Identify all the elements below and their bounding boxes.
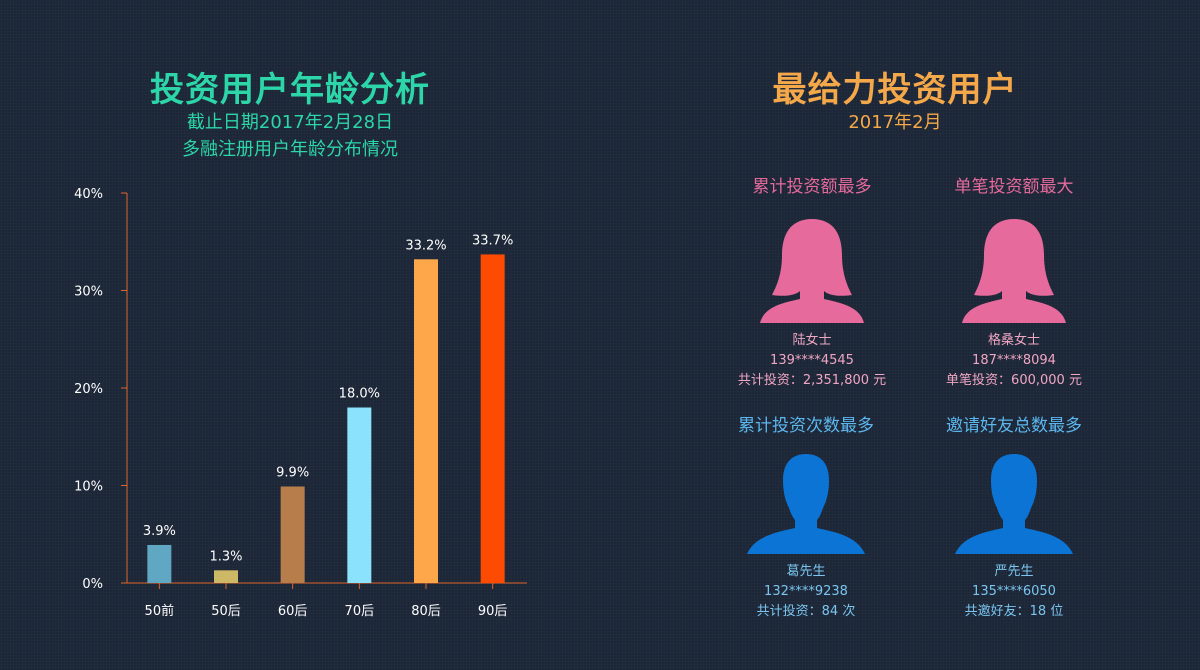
bar-value-label: 18.0% xyxy=(339,387,380,402)
male-user-icon xyxy=(747,454,865,554)
bar-value-label: 9.9% xyxy=(276,465,309,480)
user-name: 葛先生 xyxy=(786,564,826,579)
user-name: 严先生 xyxy=(994,564,1034,579)
bar-value-label: 33.2% xyxy=(405,238,446,253)
x-tick-label: 80后 xyxy=(411,604,441,619)
card-top-invest-count: 累计投资次数最多 葛先生 132****9238 共计投资：84 次 xyxy=(706,411,906,622)
bar xyxy=(414,259,438,583)
female-user-icon xyxy=(962,219,1066,323)
male-user-icon xyxy=(955,454,1073,554)
bar xyxy=(480,254,505,584)
user-detail: 共计投资：84 次 xyxy=(756,604,856,619)
bar xyxy=(347,407,372,583)
bar xyxy=(147,544,172,583)
top-users-subtitle: 2017年2月 xyxy=(848,112,942,133)
x-tick-label: 50后 xyxy=(211,604,241,619)
card-heading: 累计投资额最多 xyxy=(752,177,872,197)
card-top-single-amount: 单笔投资额最大 格桑女士 187****8094 单笔投资：600,000 元 xyxy=(914,172,1114,391)
user-detail: 共邀好友：18 位 xyxy=(964,604,1064,619)
y-tick-label: 30% xyxy=(74,285,103,300)
age-distribution-chart: 0% 10% 20% 30% 40% 3.9% 50前 1.3% 50后 9.9% 60后 18.0%… xyxy=(74,187,527,619)
bar xyxy=(214,570,238,583)
x-tick-label: 70后 xyxy=(345,604,375,619)
y-tick-label: 10% xyxy=(74,480,103,495)
user-phone: 135****6050 xyxy=(972,584,1056,599)
card-heading: 邀请好友总数最多 xyxy=(946,416,1082,436)
y-tick-label: 20% xyxy=(74,382,103,397)
card-heading: 单笔投资额最大 xyxy=(954,177,1074,197)
bar xyxy=(280,486,305,583)
y-tick-label: 40% xyxy=(74,187,103,202)
chart-subtitle-desc: 多融注册用户年龄分布情况 xyxy=(182,139,398,160)
user-phone: 132****9238 xyxy=(764,584,848,599)
y-tick-label: 0% xyxy=(82,577,103,592)
top-users-title: 最给力投资用户 xyxy=(772,70,1018,110)
card-heading: 累计投资次数最多 xyxy=(738,416,874,436)
user-phone: 187****8094 xyxy=(972,353,1056,368)
female-user-icon xyxy=(760,219,864,323)
chart-subtitle-date: 截止日期2017年2月28日 xyxy=(186,112,394,133)
x-tick-label: 60后 xyxy=(278,604,308,619)
x-tick-label: 90后 xyxy=(478,604,508,619)
x-tick-label: 50前 xyxy=(145,603,175,619)
bar-value-label: 1.3% xyxy=(209,549,242,564)
card-top-total-amount: 累计投资额最多 陆女士 139****4545 共计投资：2,351,800 元 xyxy=(712,172,912,391)
bar-value-label: 3.9% xyxy=(143,524,176,539)
chart-title: 投资用户年龄分析 xyxy=(150,70,430,110)
bar-value-label: 33.7% xyxy=(472,233,513,248)
user-detail: 共计投资：2,351,800 元 xyxy=(737,373,887,388)
user-detail: 单笔投资：600,000 元 xyxy=(946,373,1082,388)
card-top-referrals: 邀请好友总数最多 严先生 135****6050 共邀好友：18 位 xyxy=(914,411,1114,622)
user-phone: 139****4545 xyxy=(770,353,854,368)
user-name: 陆女士 xyxy=(792,333,832,348)
user-name: 格桑女士 xyxy=(987,333,1040,348)
